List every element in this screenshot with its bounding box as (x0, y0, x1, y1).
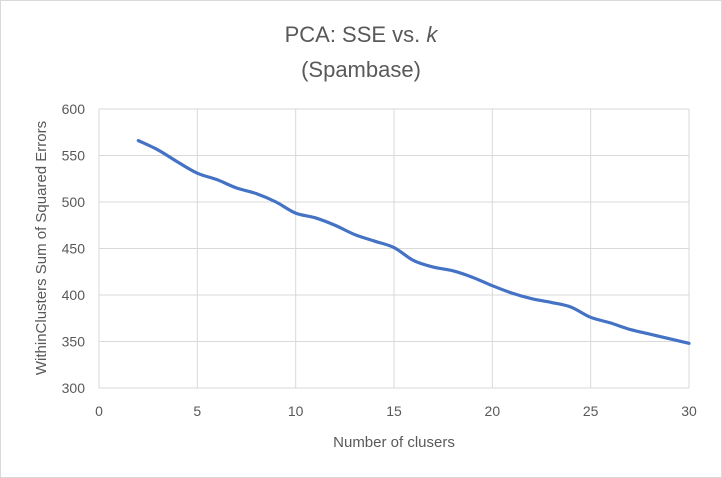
data-point (451, 269, 455, 273)
x-tick-label: 0 (95, 403, 103, 419)
x-tick-label: 20 (485, 403, 501, 419)
chart-title: PCA: SSE vs. k (285, 22, 439, 47)
data-point (137, 139, 140, 142)
data-point (569, 305, 573, 309)
data-point (530, 297, 533, 300)
data-point (432, 265, 435, 269)
data-point (550, 301, 553, 304)
x-tick-label: 25 (583, 403, 599, 419)
data-point (687, 342, 691, 345)
y-axis-label: WithinClusters Sum of Squared Errors (33, 121, 50, 375)
series-layer (136, 139, 691, 345)
data-point (412, 259, 415, 262)
data-point (589, 316, 592, 319)
y-tick-label: 550 (62, 148, 86, 164)
data-point (255, 192, 258, 195)
tick-labels: 300 350 400 450 500 550 600 0 5 10 15 20 25 30 (62, 101, 697, 419)
data-point (491, 284, 494, 287)
data-point (333, 224, 337, 227)
x-tick-label: 15 (386, 403, 402, 419)
chart-title-text: PCA: SSE vs. (285, 22, 421, 47)
data-point (648, 332, 651, 336)
data-point (609, 321, 612, 325)
x-tick-label: 10 (288, 403, 304, 419)
chart-subtitle: (Spambase) (301, 57, 421, 82)
x-tick-label: 30 (681, 403, 697, 419)
data-point (274, 200, 278, 204)
y-tick-label: 600 (62, 101, 86, 117)
y-tick-label: 400 (62, 287, 86, 303)
data-point (471, 276, 474, 279)
data-point (176, 160, 179, 164)
x-axis-label: Number of clusers (333, 434, 455, 451)
data-point (353, 233, 356, 236)
y-tick-label: 350 (62, 334, 86, 350)
data-point (156, 148, 160, 152)
data-point (373, 239, 376, 243)
data-point (196, 171, 199, 175)
data-point (510, 291, 514, 295)
data-point (668, 337, 671, 340)
data-point (314, 216, 317, 220)
sse-series-line (136, 139, 691, 345)
data-point (235, 186, 238, 190)
data-point (294, 211, 297, 215)
y-tick-label: 500 (62, 194, 86, 210)
data-point (392, 246, 396, 249)
y-tick-label: 450 (62, 241, 86, 257)
data-point (215, 178, 219, 181)
data-point (628, 328, 632, 331)
gridlines (98, 108, 690, 389)
chart-title-k: k (426, 22, 438, 47)
y-tick-label: 300 (62, 380, 86, 396)
x-tick-label: 5 (193, 403, 201, 419)
